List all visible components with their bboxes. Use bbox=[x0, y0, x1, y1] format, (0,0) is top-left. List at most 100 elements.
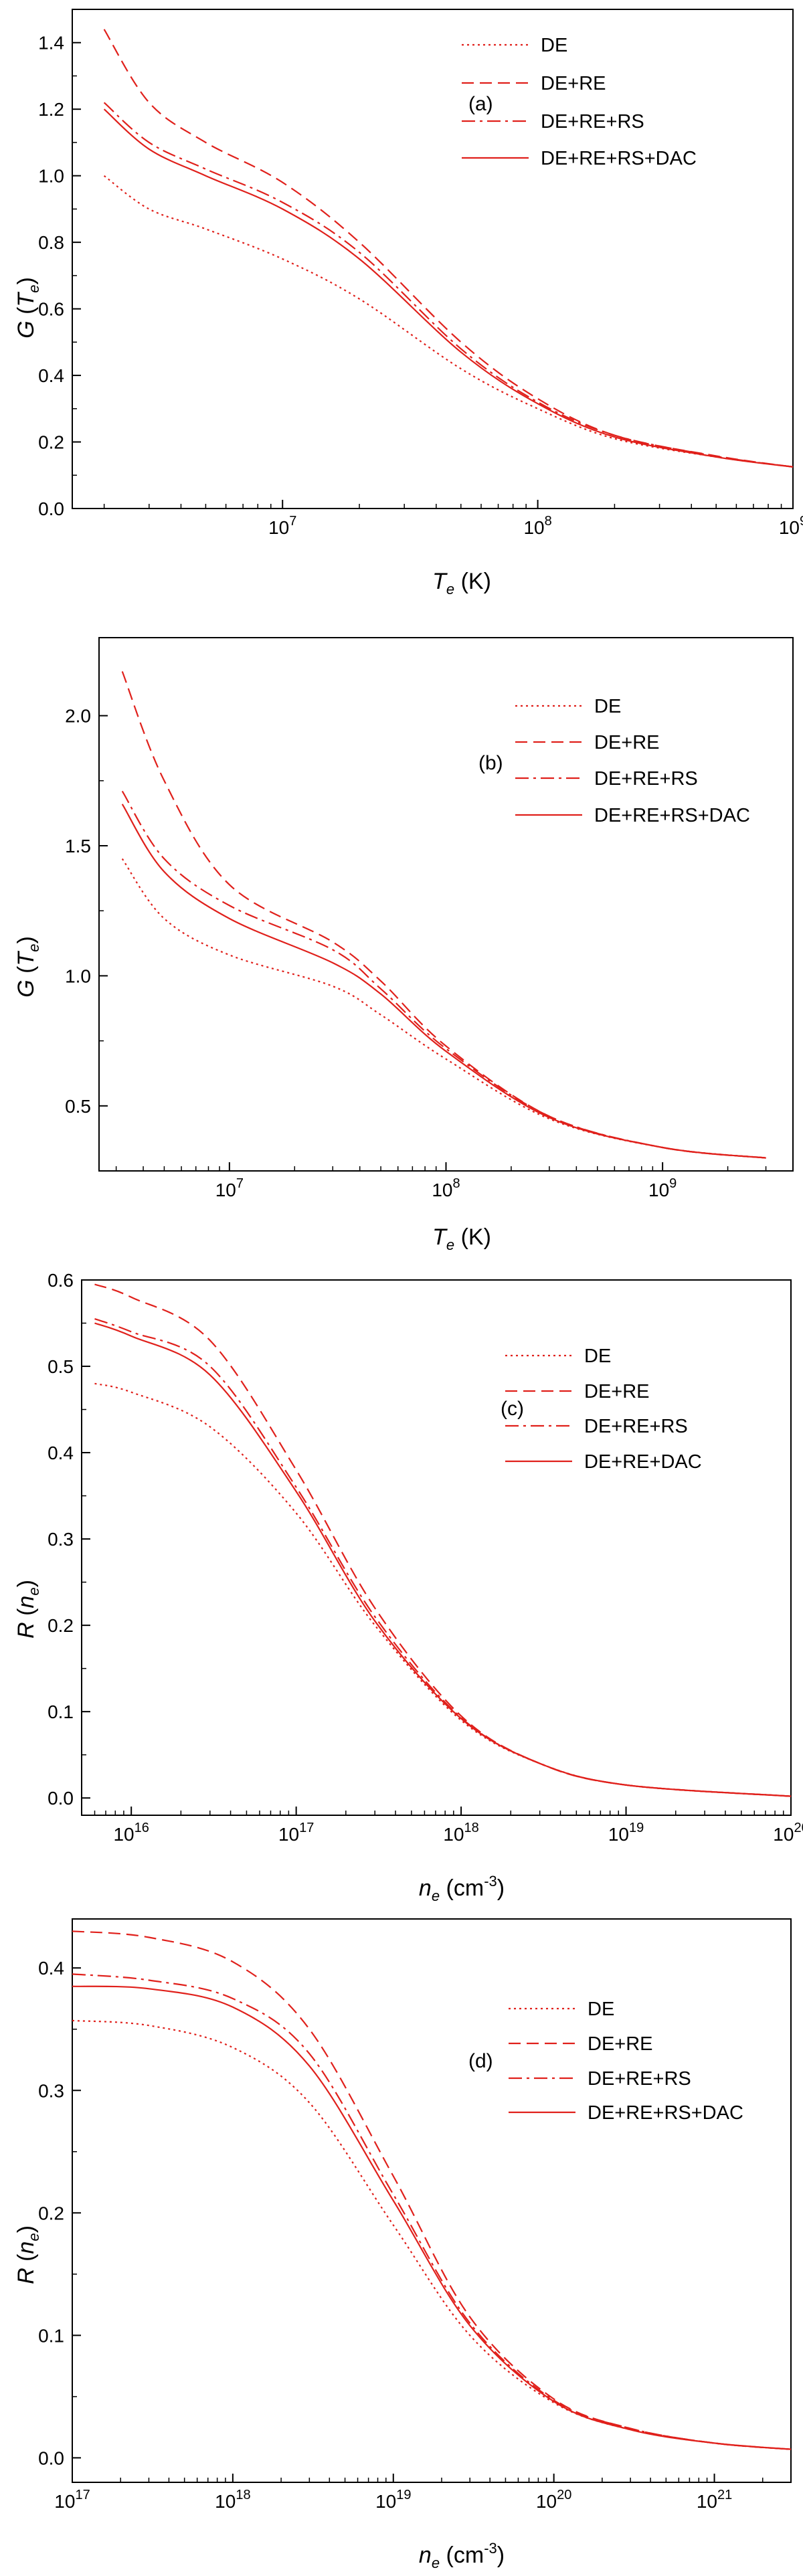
y-tick-label-a-0: 0.0 bbox=[38, 498, 64, 519]
legend-a-label-2: DE+RE bbox=[541, 73, 606, 94]
chart-d-xlabel: ne (cm-3) bbox=[419, 2540, 505, 2571]
plot-frame-d bbox=[72, 1918, 792, 2483]
series-line-a-4 bbox=[103, 108, 794, 468]
legend-c-entry-3: DE+RE+RS bbox=[505, 1416, 688, 1437]
legend-c-label-1: DE bbox=[584, 1346, 611, 1367]
series-line-c-1 bbox=[94, 1382, 792, 1797]
x-tick-label-c-0: 1016 bbox=[113, 1821, 149, 1845]
x-tick-label-c-3: 1019 bbox=[608, 1821, 644, 1845]
y-tick-label-b-0: 0.5 bbox=[65, 1096, 91, 1117]
legend-b-entry-3: DE+RE+RS bbox=[515, 768, 698, 790]
legend-a-label-3: DE+RE+RS bbox=[541, 111, 644, 132]
y-tick-label-b-3: 2.0 bbox=[65, 706, 91, 727]
x-tick-label-a-1: 108 bbox=[523, 514, 551, 538]
legend-b-label-3: DE+RE+RS bbox=[594, 768, 698, 790]
x-tick-label-c-2: 1018 bbox=[443, 1821, 478, 1845]
x-tick-label-d-1: 1018 bbox=[215, 2488, 250, 2512]
chart-a-plot: 107 108 109 0.0 0.2 0.4 0.6 0.8 1.0 1.2 1.4 bbox=[38, 9, 803, 538]
legend-b-label-1: DE bbox=[594, 696, 621, 717]
panel-d: 1017 1018 1019 1020 1021 0.0 0.1 0.2 0.3 0.4 DE D… bbox=[0, 1907, 803, 2576]
legend-a-entry-1: DE bbox=[462, 35, 567, 56]
series-line-b-1 bbox=[121, 858, 766, 1159]
series-line-a-3 bbox=[103, 102, 794, 468]
chart-c-svg: 1016 1017 1018 1019 1020 0.0 0.1 0.2 0.3 0.4 0.5 0.… bbox=[13, 1270, 803, 1904]
plot-frame-a bbox=[72, 9, 794, 509]
y-tick-label-a-2: 0.4 bbox=[38, 365, 64, 386]
panel-c-tag: (c) bbox=[501, 1398, 524, 1420]
x-tick-label-c-4: 1020 bbox=[773, 1821, 803, 1845]
y-tick-label-c-1: 0.1 bbox=[48, 1701, 74, 1722]
legend-a-label-4: DE+RE+RS+DAC bbox=[541, 148, 697, 169]
legend-d-entry-3: DE+RE+RS bbox=[509, 2068, 691, 2090]
chart-a-xlabel: Te (K) bbox=[432, 569, 491, 597]
panel-c: 1016 1017 1018 1019 1020 0.0 0.1 0.2 0.3 0.4 0.5 0.… bbox=[0, 1261, 803, 1907]
y-tick-label-d-4: 0.4 bbox=[38, 1958, 64, 1979]
legend-b-entry-2: DE+RE bbox=[515, 732, 660, 753]
legend-b-label-4: DE+RE+RS+DAC bbox=[594, 805, 750, 826]
chart-c-plot: 1016 1017 1018 1019 1020 0.0 0.1 0.2 0.3 0.4 0.5 0.… bbox=[48, 1270, 803, 1845]
x-tick-label-d-3: 1020 bbox=[536, 2488, 571, 2512]
panel-b-tag: (b) bbox=[478, 752, 503, 774]
y-tick-label-b-1: 1.0 bbox=[65, 965, 91, 986]
legend-c-entry-2: DE+RE bbox=[505, 1381, 650, 1402]
series-line-c-4 bbox=[94, 1322, 792, 1797]
chart-d-legend: DE DE+RE DE+RE+RS DE+RE+RS+DAC bbox=[509, 1999, 743, 2124]
chart-b-plot: 107 108 109 0.5 1.0 1.5 2.0 bbox=[65, 637, 794, 1200]
legend-c-entry-4: DE+RE+DAC bbox=[505, 1451, 702, 1473]
legend-d-label-3: DE+RE+RS bbox=[588, 2068, 691, 2090]
x-tick-label-a-2: 109 bbox=[779, 514, 803, 538]
legend-d-label-4: DE+RE+RS+DAC bbox=[588, 2102, 743, 2124]
y-tick-label-d-2: 0.2 bbox=[38, 2203, 64, 2223]
chart-c-ylabel: R (ne) bbox=[13, 1580, 42, 1639]
series-line-b-4 bbox=[121, 804, 766, 1159]
legend-c-label-4: DE+RE+DAC bbox=[584, 1451, 702, 1473]
legend-d-entry-4: DE+RE+RS+DAC bbox=[509, 2102, 743, 2124]
series-line-c-2 bbox=[94, 1283, 792, 1797]
panel-d-tag: (d) bbox=[468, 2050, 493, 2072]
panel-a-tag: (a) bbox=[468, 93, 493, 115]
legend-c-entry-1: DE bbox=[505, 1346, 611, 1367]
x-tick-label-a-0: 107 bbox=[268, 514, 296, 538]
chart-b-svg: 107 108 109 0.5 1.0 1.5 2.0 DE DE+RE DE+RE+RS … bbox=[13, 637, 794, 1253]
y-tick-label-d-3: 0.3 bbox=[38, 2080, 64, 2101]
chart-b-ylabel: G (Te) bbox=[13, 936, 42, 998]
x-tick-label-d-4: 1021 bbox=[697, 2488, 732, 2512]
chart-a-svg: 107 108 109 0.0 0.2 0.4 0.6 0.8 1.0 1.2 1.4 DE DE+… bbox=[13, 9, 803, 597]
panel-b: 107 108 109 0.5 1.0 1.5 2.0 DE DE+RE DE+RE+RS … bbox=[0, 619, 803, 1261]
legend-c-label-2: DE+RE bbox=[584, 1381, 650, 1402]
chart-d-plot: 1017 1018 1019 1020 1021 0.0 0.1 0.2 0.3 0.4 bbox=[38, 1918, 792, 2512]
x-tick-label-d-2: 1019 bbox=[375, 2488, 411, 2512]
chart-a-legend: DE DE+RE DE+RE+RS DE+RE+RS+DAC bbox=[462, 35, 697, 169]
legend-d-entry-1: DE bbox=[509, 1999, 614, 2020]
legend-a-entry-3: DE+RE+RS bbox=[462, 111, 644, 132]
legend-a-entry-2: DE+RE bbox=[462, 73, 606, 94]
y-tick-label-a-7: 1.4 bbox=[38, 33, 64, 54]
series-line-d-4 bbox=[72, 1985, 792, 2450]
chart-d-svg: 1017 1018 1019 1020 1021 0.0 0.1 0.2 0.3 0.4 DE D… bbox=[13, 1918, 792, 2571]
x-tick-label-b-0: 107 bbox=[215, 1176, 244, 1200]
y-tick-label-c-2: 0.2 bbox=[48, 1615, 74, 1636]
legend-c-label-3: DE+RE+RS bbox=[584, 1416, 688, 1437]
chart-c-xlabel: ne (cm-3) bbox=[419, 1873, 505, 1904]
y-tick-label-a-4: 0.8 bbox=[38, 232, 64, 253]
y-tick-label-d-0: 0.0 bbox=[38, 2448, 64, 2468]
legend-a-label-1: DE bbox=[541, 35, 567, 56]
plot-frame-c bbox=[81, 1279, 792, 1816]
series-line-a-2 bbox=[103, 29, 794, 468]
y-tick-label-a-3: 0.6 bbox=[38, 299, 64, 320]
y-tick-label-d-1: 0.1 bbox=[38, 2325, 64, 2346]
legend-a-entry-4: DE+RE+RS+DAC bbox=[462, 148, 697, 169]
y-tick-label-b-2: 1.5 bbox=[65, 836, 91, 856]
chart-d-ylabel: R (ne) bbox=[13, 2225, 42, 2284]
legend-b-label-2: DE+RE bbox=[594, 732, 660, 753]
y-tick-label-c-6: 0.6 bbox=[48, 1270, 74, 1291]
series-line-b-2 bbox=[121, 671, 766, 1159]
x-tick-label-d-0: 1017 bbox=[54, 2488, 90, 2512]
series-line-c-3 bbox=[94, 1318, 792, 1797]
series-line-d-2 bbox=[72, 1930, 792, 2450]
legend-b-entry-1: DE bbox=[515, 696, 621, 717]
x-tick-label-c-1: 1017 bbox=[278, 1821, 314, 1845]
chart-b-legend: DE DE+RE DE+RE+RS DE+RE+RS+DAC bbox=[515, 696, 750, 826]
legend-d-entry-2: DE+RE bbox=[509, 2033, 653, 2055]
